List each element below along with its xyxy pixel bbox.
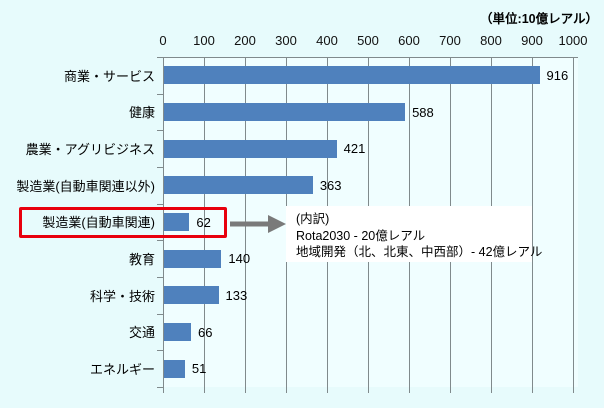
bar: [164, 323, 192, 341]
value-label: 133: [225, 287, 248, 303]
category-label: 健康: [128, 105, 155, 121]
x-axis-tick-label: 200: [234, 33, 256, 48]
value-label: 140: [228, 251, 251, 267]
bar: [164, 359, 185, 378]
x-axis-tick-label: 900: [521, 33, 543, 48]
annotation-box: (内訳) Rota2030 - 20億レアル 地域開発（北、北東、中西部）- 4…: [286, 206, 543, 262]
x-axis-tick: [163, 387, 164, 393]
x-axis-tick-label: 300: [275, 33, 297, 48]
category-axis-tick: [157, 387, 163, 388]
category-label: 商業・サービス: [63, 68, 155, 84]
category-axis-tick: [157, 167, 163, 168]
category-axis-tick: [157, 240, 163, 241]
arrow-right-icon: [230, 215, 286, 233]
x-axis-tick: [573, 387, 574, 393]
category-axis-tick: [157, 204, 163, 205]
value-label: 363: [319, 177, 342, 193]
category-axis-line: [163, 57, 164, 388]
highlight-box: [19, 207, 227, 238]
category-axis-tick: [157, 314, 163, 315]
category-label: 科学・技術: [89, 288, 155, 304]
bar: [164, 66, 540, 85]
x-axis-tick: [327, 387, 328, 393]
x-axis-tick-label: 1000: [558, 33, 588, 48]
value-label: 51: [191, 361, 207, 377]
value-label: 66: [198, 324, 213, 340]
value-axis-line: [163, 57, 578, 58]
category-axis-tick: [157, 94, 163, 95]
x-axis-tick: [532, 387, 533, 393]
category-axis-tick: [157, 277, 163, 278]
x-axis-tick: [368, 387, 369, 393]
category-label: 教育: [128, 252, 155, 268]
category-label: 製造業(自動車関連): [42, 215, 155, 231]
x-axis-tick-label: 600: [398, 33, 420, 48]
x-axis-tick: [245, 387, 246, 393]
gridline: [532, 57, 533, 387]
x-axis-tick-label: 400: [316, 33, 338, 48]
x-axis-tick: [204, 387, 205, 393]
annotation-line: 地域開発（北、北東、中西部）- 42億レアル: [296, 245, 543, 259]
category-label: 製造業(自動車関連以外): [16, 178, 155, 194]
value-label: 62: [196, 214, 211, 230]
category-label: 農業・アグリビジネス: [25, 142, 155, 158]
annotation-line: Rota2030 - 20億レアル: [296, 228, 426, 243]
annotation-line: (内訳): [296, 212, 330, 226]
category-label: エネルギー: [89, 362, 155, 378]
value-label: 916: [546, 67, 569, 83]
bar: [164, 139, 337, 158]
bar: [164, 176, 313, 195]
category-axis-tick: [157, 350, 163, 351]
bar: [164, 249, 222, 268]
x-axis-tick-label: 0: [159, 33, 167, 48]
unit-label: （単位:10億レアル）: [480, 12, 598, 26]
x-axis-tick-label: 700: [439, 33, 461, 48]
value-label: 421: [343, 141, 366, 157]
gridline: [573, 57, 574, 387]
category-label: 交通: [128, 325, 155, 341]
x-axis-tick: [286, 387, 287, 393]
bar: [164, 103, 406, 121]
bar: [164, 213, 190, 231]
bar: [164, 286, 219, 305]
value-label: 588: [412, 104, 434, 120]
x-axis-tick-label: 500: [357, 33, 379, 48]
x-axis-tick: [450, 387, 451, 393]
x-axis-tick: [491, 387, 492, 393]
category-axis-tick: [157, 130, 163, 131]
x-axis-tick: [409, 387, 410, 393]
x-axis-tick-label: 100: [193, 33, 215, 48]
category-axis-tick: [157, 57, 163, 58]
x-axis-tick-label: 800: [480, 33, 502, 48]
gridline: [204, 57, 205, 387]
